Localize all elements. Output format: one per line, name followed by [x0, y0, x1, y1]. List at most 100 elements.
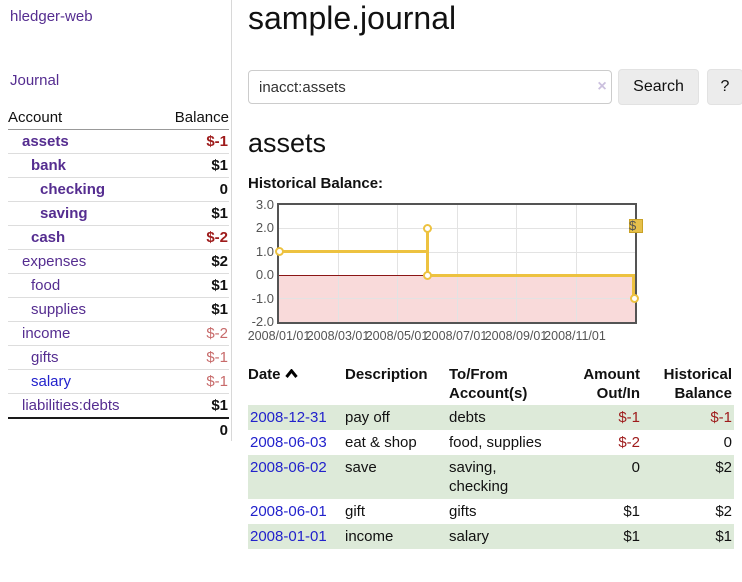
series-line-segment [279, 250, 428, 253]
transaction-date-link[interactable]: 2008-01-01 [250, 528, 327, 545]
account-balance: $-1 [156, 369, 229, 394]
account-link[interactable]: expenses [22, 253, 87, 270]
chart-plot-area[interactable]: $ [275, 203, 643, 324]
transaction-amount: $1 [623, 528, 640, 545]
account-row-salary: salary $-1 [8, 369, 229, 394]
account-link[interactable]: salary [31, 373, 72, 390]
transaction-accounts: gifts [449, 503, 477, 520]
transaction-row: 2008-06-01 gift gifts $1 $2 [248, 499, 734, 524]
x-tick-label: 2008/03/01 [306, 329, 370, 343]
account-balance: $1 [156, 273, 229, 298]
accounts-total-balance: 0 [156, 417, 229, 442]
gridline [338, 205, 339, 322]
account-balance: 0 [156, 177, 229, 202]
account-balance: $2 [156, 249, 229, 274]
account-balance: $-2 [156, 321, 229, 346]
sort-ascending-icon [284, 369, 298, 378]
transaction-amount: $1 [623, 503, 640, 520]
transaction-row: 2008-06-03 eat & shop food, supplies $-2… [248, 430, 734, 455]
account-balance: $1 [156, 153, 229, 178]
account-link[interactable]: gifts [31, 349, 59, 366]
series-line-segment [632, 275, 635, 299]
data-point-marker [423, 224, 432, 233]
account-column-header: Account [8, 106, 157, 130]
transaction-accounts: saving, checking [449, 459, 509, 495]
account-row-cash: cash $-2 [8, 225, 229, 250]
transaction-row: 2008-12-31 pay off debts $-1 $-1 [248, 405, 734, 430]
sidebar: hledger-web Journal Account Balance asse… [0, 0, 232, 442]
account-row-supplies: supplies $1 [8, 297, 229, 322]
sidebar-item-journal[interactable]: Journal [10, 72, 60, 89]
description-column-header: Description [345, 366, 428, 383]
data-point-marker [423, 271, 432, 280]
transaction-accounts: food, supplies [449, 434, 542, 451]
help-button[interactable]: ? [707, 69, 742, 105]
transaction-balance: 0 [723, 434, 732, 451]
transaction-amount: 0 [631, 459, 640, 476]
series-line-segment [426, 228, 429, 275]
amount-column-header: Amount Out/In [583, 366, 640, 402]
transaction-date-link[interactable]: 2008-06-03 [250, 434, 327, 451]
chart-title: Historical Balance: [248, 175, 384, 192]
gridline [279, 252, 635, 253]
legend-label: $ [629, 218, 637, 233]
legend-swatch [629, 219, 643, 233]
x-tick-label: 2008/01/01 [247, 329, 311, 343]
transaction-description: income [345, 528, 394, 545]
clear-search-icon[interactable]: × [597, 78, 607, 95]
transaction-date-link[interactable]: 2008-12-31 [250, 409, 327, 426]
y-tick-label: 2.0 [255, 220, 274, 235]
register-table-header: Date Description To/From Account(s) Amou… [248, 363, 734, 405]
search-button[interactable]: Search [618, 69, 699, 105]
account-link[interactable]: assets [22, 133, 69, 150]
date-column-header[interactable]: Date [248, 363, 345, 405]
account-balance: $1 [156, 201, 229, 226]
gridline [279, 298, 635, 299]
transaction-date-link[interactable]: 2008-06-01 [250, 503, 327, 520]
gridline [397, 205, 398, 322]
transaction-balance: $1 [715, 528, 732, 545]
transaction-amount: $-2 [618, 434, 640, 451]
account-link[interactable]: liabilities:debts [22, 397, 120, 414]
page-title: sample.journal [248, 0, 457, 36]
gridline [576, 205, 577, 322]
transaction-description: pay off [345, 409, 390, 426]
account-row-assets: assets $-1 [8, 129, 229, 154]
account-link[interactable]: income [22, 325, 71, 342]
transaction-description: save [345, 459, 377, 476]
transaction-row: 2008-06-02 save saving, checking 0 $2 [248, 455, 734, 499]
account-row-checking: checking 0 [8, 177, 229, 202]
balance-column-header: Historical Balance [663, 366, 732, 402]
account-link[interactable]: bank [31, 157, 67, 174]
accounts-table: Account Balance assets $-1 bank $1 check… [8, 106, 229, 442]
y-tick-label: 3.0 [255, 197, 274, 212]
account-link[interactable]: cash [31, 229, 66, 246]
account-row-income: income $-2 [8, 321, 229, 346]
x-tick-label: 2008/05/01 [365, 329, 429, 343]
account-link[interactable]: checking [40, 181, 106, 198]
x-tick-label: 2008/07/01 [424, 329, 488, 343]
transaction-date-link[interactable]: 2008-06-02 [250, 459, 327, 476]
register-table: Date Description To/From Account(s) Amou… [248, 363, 734, 549]
transaction-accounts: debts [449, 409, 486, 426]
account-row-gifts: gifts $-1 [8, 345, 229, 370]
account-link[interactable]: food [31, 277, 61, 294]
x-tick-label: 2008/09/01 [484, 329, 548, 343]
main-content: sample.journal × Search ? assets Histori… [248, 0, 742, 582]
brand-link[interactable]: hledger-web [10, 8, 93, 25]
transaction-description: gift [345, 503, 366, 520]
account-link[interactable]: saving [40, 205, 88, 222]
series-line-segment [428, 274, 635, 277]
gridline [279, 228, 635, 229]
accounts-table-header: Account Balance [8, 106, 229, 130]
account-row-liabilities-debts: liabilities:debts $1 [8, 393, 229, 419]
y-tick-label: -1.0 [251, 291, 274, 306]
search-input[interactable] [248, 70, 612, 104]
transaction-accounts: salary [449, 528, 490, 545]
account-balance: $1 [156, 297, 229, 322]
account-column-header: To/From Account(s) [449, 366, 528, 402]
balance-column-header: Balance [156, 106, 229, 130]
accounts-total-row: 0 [8, 417, 229, 442]
account-link[interactable]: supplies [31, 301, 87, 318]
